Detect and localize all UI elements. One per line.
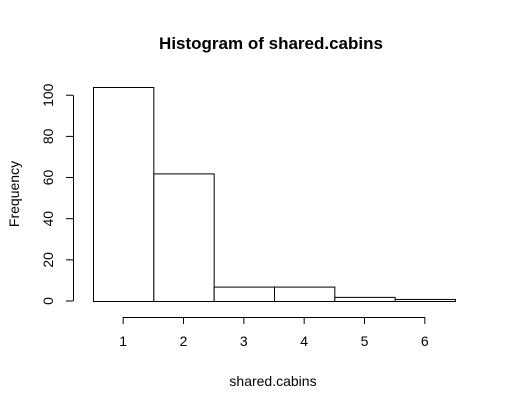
x-tick-label: 1 — [119, 333, 127, 349]
x-tick-label: 2 — [180, 333, 188, 349]
x-tick-label: 4 — [300, 333, 308, 349]
x-tick-label: 6 — [421, 333, 429, 349]
histogram-bar-3 — [213, 286, 276, 303]
y-tick-label: 20 — [40, 252, 56, 268]
x-axis: 1 2 3 4 5 6 — [119, 317, 429, 349]
histogram-bar-6 — [394, 298, 456, 303]
x-axis-label: shared.cabins — [229, 373, 316, 389]
y-tick-label: 0 — [40, 297, 56, 305]
y-tick-label: 80 — [40, 128, 56, 144]
x-tick-label: 5 — [361, 333, 369, 349]
histogram-bar-5 — [334, 296, 396, 302]
y-tick-label: 40 — [40, 211, 56, 227]
histogram-bar-1 — [93, 87, 155, 302]
chart-title: Histogram of shared.cabins — [159, 34, 383, 53]
y-tick-label: 60 — [40, 170, 56, 186]
y-tick-label: 100 — [40, 83, 56, 107]
histogram-bar-2 — [153, 173, 215, 302]
histogram-bar-4 — [274, 286, 336, 303]
x-tick-label: 3 — [240, 333, 248, 349]
y-axis: 0 20 40 60 80 100 — [40, 83, 74, 305]
bars-group — [93, 87, 456, 303]
y-axis-label: Frequency — [6, 161, 22, 227]
